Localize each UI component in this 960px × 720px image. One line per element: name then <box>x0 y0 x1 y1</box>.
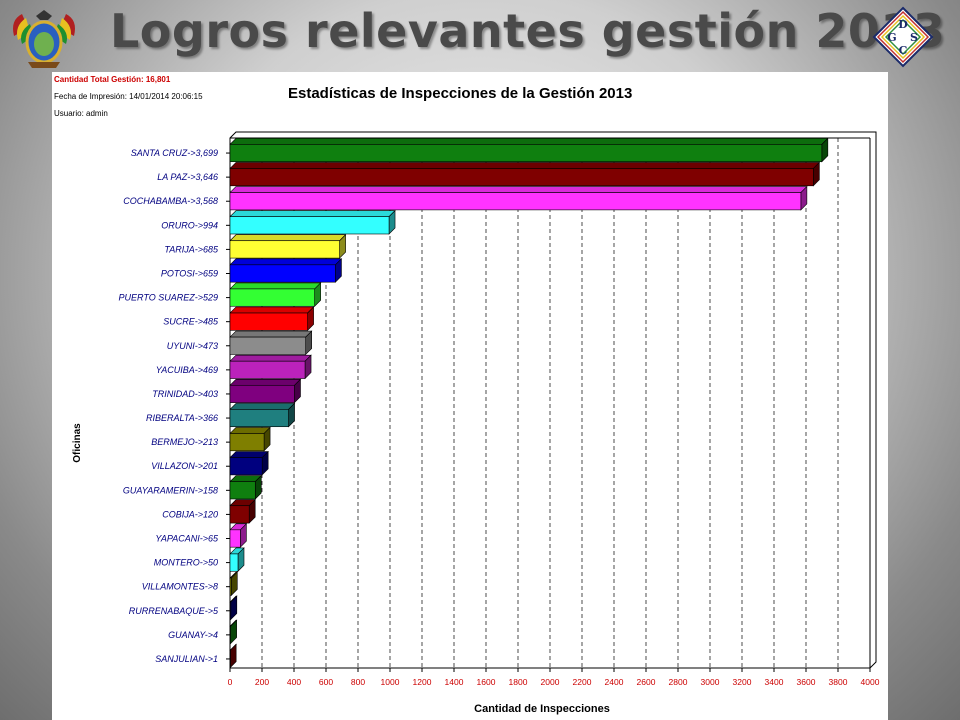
logo-letter-right: S <box>910 31 918 44</box>
chart-title: Estadísticas de Inspecciones de la Gesti… <box>288 85 633 102</box>
x-tick-label: 2600 <box>637 677 656 687</box>
x-tick-label: 600 <box>319 677 333 687</box>
bar-top-face <box>229 427 271 434</box>
bar <box>229 577 232 596</box>
category-label: SANTA CRUZ->3,699 <box>131 148 218 158</box>
bar <box>229 457 263 476</box>
x-axis-title: Cantidad de Inspecciones <box>474 703 610 715</box>
category-label: PUERTO SUAREZ->529 <box>119 293 218 303</box>
user-label: Usuario: admin <box>54 109 108 118</box>
category-label: YAPACANI->65 <box>155 534 219 544</box>
x-tick-label: 2800 <box>669 677 688 687</box>
category-label: GUAYARAMERIN->158 <box>123 485 218 495</box>
category-label: LA PAZ->3,646 <box>157 172 218 182</box>
total-count-label: Cantidad Total Gestión: 16,801 <box>54 75 171 84</box>
x-tick-label: 1800 <box>509 677 528 687</box>
bar <box>229 144 823 163</box>
logo-letter-left: G <box>887 31 896 44</box>
bar-top-face <box>229 451 269 458</box>
x-tick-label: 2400 <box>605 677 624 687</box>
x-tick-label: 1000 <box>381 677 400 687</box>
bar-top-face <box>229 378 302 386</box>
report-panel: Cantidad Total Gestión: 16,801 Fecha de … <box>52 72 888 720</box>
x-tick-label: 2200 <box>573 677 592 687</box>
category-label: VILLAZON->201 <box>151 461 218 471</box>
logo-letter-top: D <box>898 18 908 31</box>
bar <box>229 216 390 235</box>
y-axis-title: Oficinas <box>72 423 83 463</box>
category-label: TRINIDAD->403 <box>152 389 218 399</box>
bar <box>229 312 308 331</box>
category-label: VILLAMONTES->8 <box>142 582 218 592</box>
logo-letter-bottom: C <box>899 44 908 57</box>
bar-top-face <box>229 330 313 338</box>
category-label: POTOSI->659 <box>161 269 218 279</box>
bar-chart: 0 200 400 600 800 1000 1200 1400 1600 1800 2000 220… <box>72 131 880 715</box>
category-label: RURRENABAQUE->5 <box>129 606 219 616</box>
bar <box>229 360 306 379</box>
bar <box>229 433 265 452</box>
bar <box>229 409 289 428</box>
x-tick-label: 2000 <box>541 677 560 687</box>
x-tick-label: 3200 <box>733 677 752 687</box>
category-label: MONTERO->50 <box>154 558 218 568</box>
category-label: COCHABAMBA->3,568 <box>123 196 218 206</box>
bar <box>229 601 232 620</box>
bar-top-face <box>229 186 808 193</box>
x-tick-label: 3000 <box>701 677 720 687</box>
bar <box>229 192 802 211</box>
bolivia-coat-of-arms-icon <box>8 6 80 70</box>
category-label: COBIJA->120 <box>162 509 218 519</box>
bar <box>229 264 336 283</box>
category-label: SUCRE->485 <box>163 317 219 327</box>
bar <box>229 625 231 644</box>
category-label: SANJULIAN->1 <box>155 654 218 664</box>
x-tick-label: 0 <box>228 677 233 687</box>
bar-top-face <box>229 258 343 266</box>
category-label: TARIJA->685 <box>164 244 219 254</box>
category-label: GUANAY->4 <box>168 630 218 640</box>
x-tick-label: 200 <box>255 677 269 687</box>
bar <box>229 168 814 187</box>
bar-top-face <box>229 403 296 410</box>
slide-title: Logros relevantes gestión 2013 <box>110 4 946 58</box>
x-tick-label: 800 <box>351 677 365 687</box>
x-tick-label: 400 <box>287 677 301 687</box>
bar <box>229 384 295 403</box>
bar-top-face <box>229 354 312 362</box>
bar <box>229 553 239 572</box>
x-tick-label: 1200 <box>413 677 432 687</box>
bar-top-face <box>229 282 322 290</box>
category-label: YACUIBA->469 <box>156 365 218 375</box>
bar <box>229 288 315 307</box>
bar <box>229 505 250 524</box>
category-label: UYUNI->473 <box>167 341 218 351</box>
bar <box>229 481 256 500</box>
x-tick-label: 1600 <box>477 677 496 687</box>
bar-top-face <box>229 138 829 145</box>
bar-top-face <box>229 234 347 242</box>
x-tick-label: 4000 <box>861 677 880 687</box>
x-tick-label: 3600 <box>797 677 816 687</box>
bar-top-face <box>229 210 396 217</box>
x-tick-label: 3400 <box>765 677 784 687</box>
x-tick-label: 3800 <box>829 677 848 687</box>
print-date-label: Fecha de Impresión: 14/01/2014 20:06:15 <box>54 92 203 101</box>
category-label: BERMEJO->213 <box>151 437 218 447</box>
category-label: RIBERALTA->366 <box>146 413 218 423</box>
x-tick-label: 1400 <box>445 677 464 687</box>
category-label: ORURO->994 <box>161 220 218 230</box>
bar <box>229 240 340 259</box>
bar <box>229 336 306 355</box>
dgsc-logo-icon: D G S C <box>872 6 934 68</box>
bar <box>229 649 231 668</box>
bar-top-face <box>229 306 315 314</box>
bar <box>229 529 241 548</box>
bar-top-face <box>229 162 821 169</box>
